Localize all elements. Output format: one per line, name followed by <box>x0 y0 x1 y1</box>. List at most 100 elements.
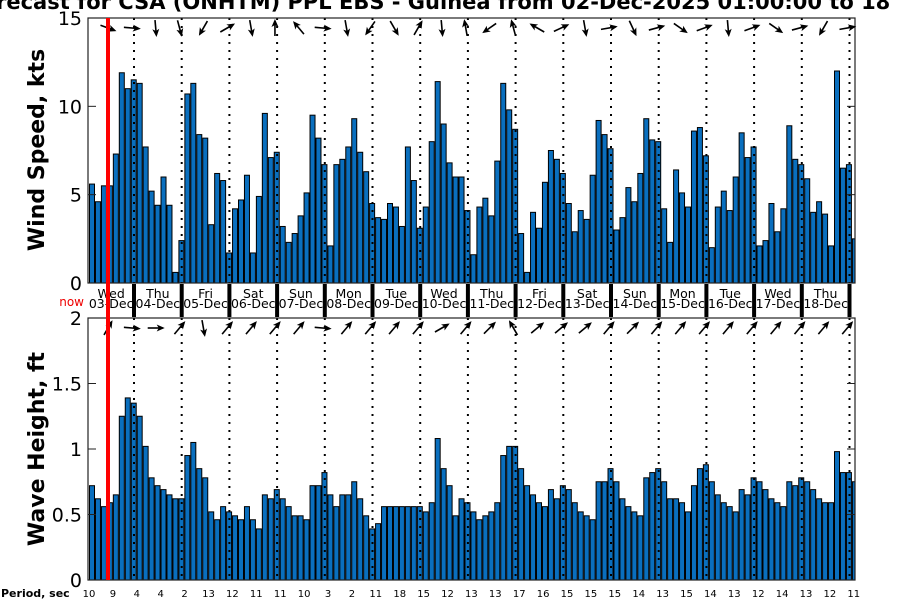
direction-arrow-icon <box>553 24 570 33</box>
day-of-week-label: Sun <box>289 286 313 301</box>
day-boundary-tick <box>752 284 757 317</box>
bar <box>387 506 393 581</box>
period-value: 14 <box>704 589 717 600</box>
bar <box>297 215 304 284</box>
bar <box>422 206 429 284</box>
bar <box>392 506 399 581</box>
wind-y-axis-label: Wind Speed, kts <box>25 49 50 251</box>
bar <box>249 519 256 581</box>
bar <box>744 494 751 581</box>
arrow-head <box>132 324 141 332</box>
direction-arrow-icon <box>293 321 305 335</box>
arrow-head <box>368 321 377 330</box>
day-boundary-tick <box>227 284 232 317</box>
period-value: 14 <box>776 589 789 600</box>
bar <box>464 502 471 581</box>
bar <box>547 150 554 284</box>
bar <box>309 114 316 284</box>
period-value: 11 <box>274 589 287 600</box>
day-band: Wed03-DecThu04-DecFri05-DecSat06-DecSun0… <box>88 284 855 317</box>
bar <box>94 498 101 581</box>
bar <box>303 192 310 284</box>
direction-arrow-icon <box>554 322 569 334</box>
arrow-head <box>799 24 809 32</box>
y-tick-label: 5 <box>70 185 82 207</box>
period-value: 13 <box>489 589 502 600</box>
date-label: 13-Dec <box>565 296 610 311</box>
day-boundary-tick <box>609 284 613 317</box>
bar <box>541 506 548 581</box>
bar <box>118 415 125 581</box>
bar <box>375 523 382 581</box>
day-boundary-tick <box>847 284 852 317</box>
day-of-week-label: Sat <box>243 286 264 301</box>
bar <box>482 197 489 284</box>
bar <box>398 225 405 284</box>
arrow-head <box>296 321 305 330</box>
direction-arrow-icon <box>770 321 782 335</box>
arrow-head <box>845 321 854 330</box>
bar <box>804 178 811 284</box>
bar <box>494 502 501 581</box>
direction-arrow-icon <box>123 324 141 332</box>
bar <box>136 415 143 581</box>
bar <box>410 180 417 284</box>
arrow-head <box>438 28 446 37</box>
bar <box>315 485 322 581</box>
bar <box>381 506 388 581</box>
bar <box>238 519 244 581</box>
bar <box>249 252 256 284</box>
arrow-head <box>797 321 806 330</box>
arrow-head <box>272 321 281 330</box>
bar <box>285 241 292 284</box>
arrow-head <box>847 24 857 32</box>
bar <box>398 506 405 581</box>
direction-arrow-icon <box>722 321 734 335</box>
arrow-head <box>679 25 688 34</box>
bar <box>160 489 167 581</box>
bar <box>255 195 262 284</box>
bar <box>720 502 727 581</box>
arrow-head <box>271 19 279 27</box>
period-value: 13 <box>656 589 669 600</box>
bar <box>214 519 221 581</box>
arrow-head <box>156 324 165 332</box>
arrow-head <box>559 322 569 331</box>
bar <box>649 472 656 581</box>
bar <box>792 485 799 581</box>
bar <box>172 271 179 284</box>
arrow-head <box>726 321 734 330</box>
arrow-head <box>774 25 784 34</box>
bar <box>541 181 548 284</box>
direction-arrow-icon <box>173 321 186 335</box>
bar <box>583 218 590 284</box>
arrow-head <box>344 321 353 330</box>
arrow-head <box>702 321 711 330</box>
bar <box>619 217 626 284</box>
bar <box>345 494 352 581</box>
period-value: 12 <box>824 589 837 600</box>
bar <box>631 201 638 284</box>
direction-arrow-icon <box>508 320 519 336</box>
bar <box>613 229 620 284</box>
bar <box>100 506 107 581</box>
y-tick-label: 1.5 <box>52 374 82 396</box>
bar <box>661 208 668 284</box>
date-label: 04-Dec <box>136 296 181 311</box>
day-of-week-label: Mon <box>669 286 695 301</box>
direction-arrow-icon <box>696 24 713 32</box>
day-of-week-label: Fri <box>198 286 213 301</box>
date-label: 17-Dec <box>756 296 801 311</box>
bar <box>220 180 227 284</box>
bar <box>577 511 584 581</box>
bar <box>148 190 155 284</box>
bar <box>536 502 542 581</box>
bar <box>625 187 632 284</box>
direction-arrow-icon <box>245 321 257 335</box>
arrow-head <box>529 23 539 31</box>
bar <box>738 132 745 284</box>
direction-arrow-icon <box>839 24 857 32</box>
arrow-head <box>152 28 160 37</box>
bar <box>708 481 715 581</box>
bar <box>571 231 578 284</box>
